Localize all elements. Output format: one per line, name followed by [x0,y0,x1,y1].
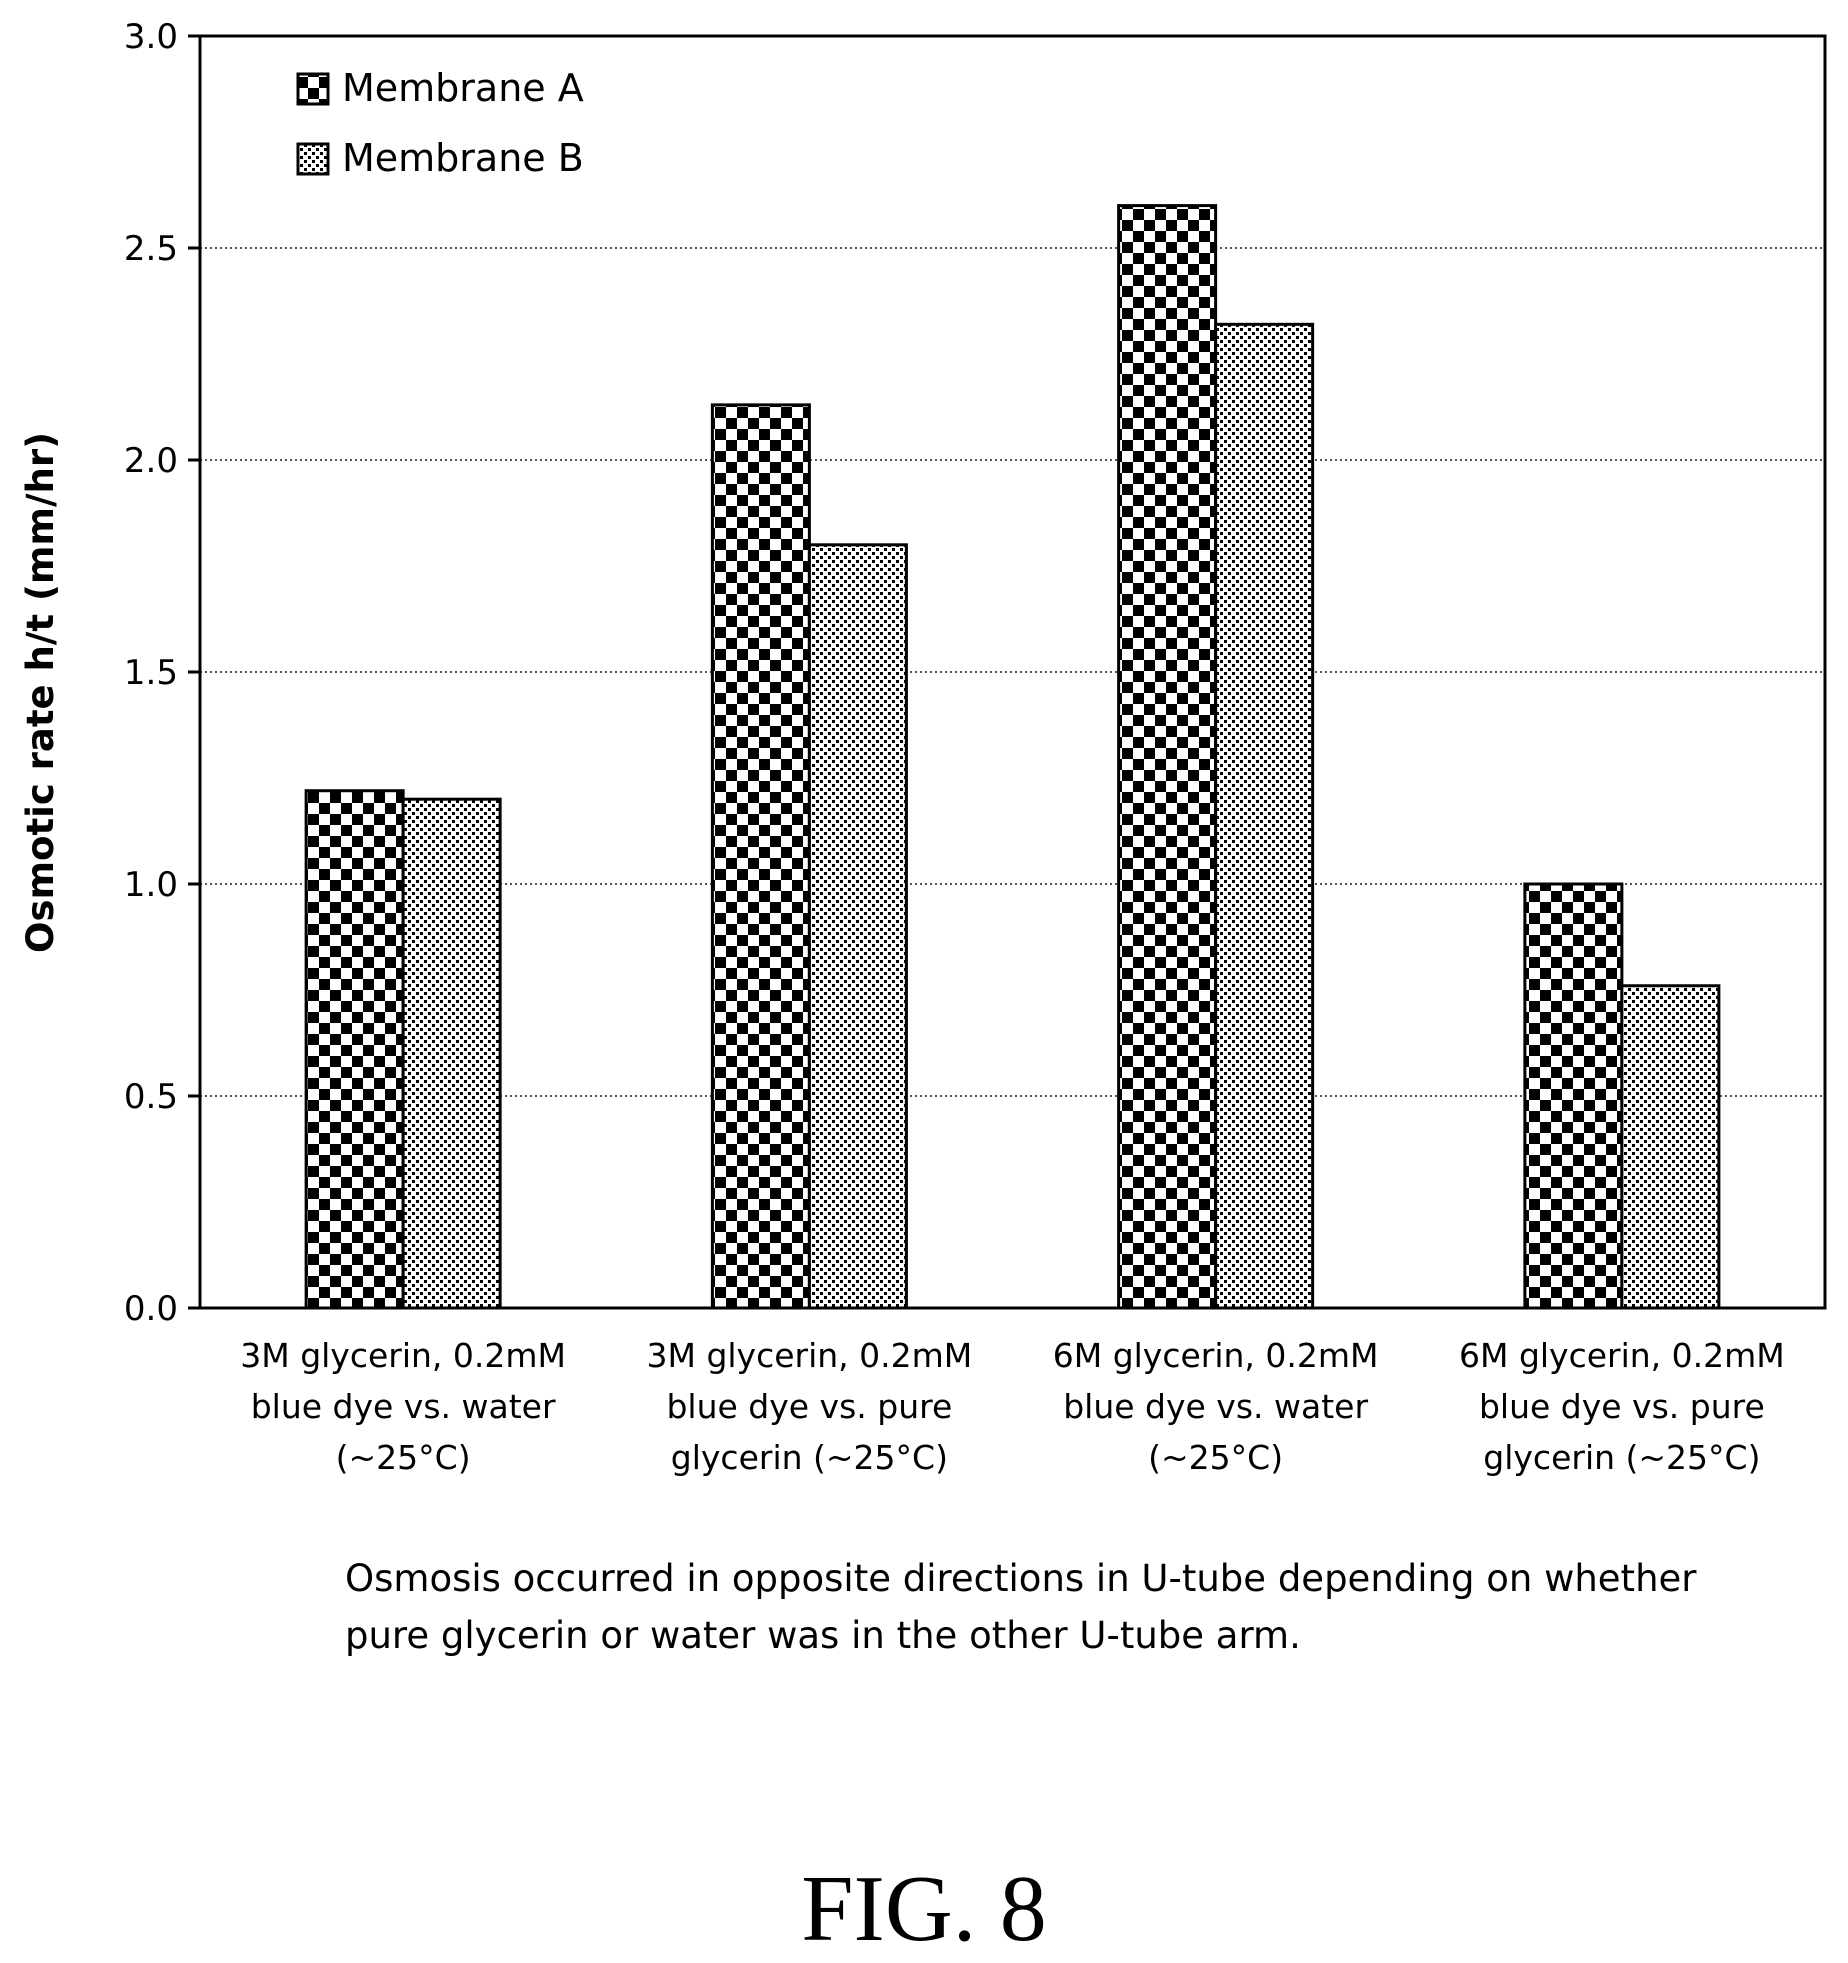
y-tick-label: 2.0 [124,441,178,481]
legend-swatch [296,142,330,176]
bars [304,204,1721,1310]
y-axis-label: Osmotic rate h/t (mm/hr) [18,431,62,953]
y-tick-labels: 0.0 0.5 1.0 1.5 2.0 2.5 3.0 [124,17,178,1329]
bar [304,789,405,1310]
bar [807,543,908,1310]
bar [1117,204,1218,1310]
legend-entry: Membrane B [342,136,584,180]
legend-entry: Membrane A [342,66,584,110]
y-tick-label: 0.5 [124,1077,178,1117]
bar [710,403,811,1310]
x-category-label: 6M glycerin, 0.2mM blue dye vs. water (~… [1052,1336,1379,1477]
x-category-label: 3M glycerin, 0.2mM blue dye vs. pure gly… [646,1336,973,1477]
plot-frame [198,34,1827,1310]
chart-note: Osmosis occurred in opposite directions … [345,1557,1697,1657]
bar [1620,984,1721,1310]
axes [198,34,1827,1310]
bar [1214,322,1315,1310]
y-tick-label: 3.0 [124,17,178,57]
figure-label: FIG. 8 [801,1857,1047,1961]
y-tick-label: 1.0 [124,865,178,905]
legend-swatch [296,72,330,106]
y-tick-label: 0.0 [124,1289,178,1329]
legend: Membrane A Membrane B [296,66,584,180]
bar [1523,882,1624,1310]
x-category-label: 6M glycerin, 0.2mM blue dye vs. pure gly… [1458,1336,1785,1477]
x-category-label: 3M glycerin, 0.2mM blue dye vs. water (~… [240,1336,567,1477]
y-tick-label: 1.5 [124,653,178,693]
bar [401,797,502,1310]
y-tick-label: 2.5 [124,229,178,269]
